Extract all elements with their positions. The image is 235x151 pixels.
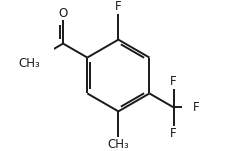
Text: F: F — [115, 0, 122, 13]
Text: F: F — [170, 127, 177, 140]
Text: F: F — [170, 75, 177, 88]
Text: O: O — [59, 7, 68, 20]
Text: CH₃: CH₃ — [18, 57, 40, 70]
Text: F: F — [193, 101, 200, 114]
Text: CH₃: CH₃ — [107, 138, 129, 151]
